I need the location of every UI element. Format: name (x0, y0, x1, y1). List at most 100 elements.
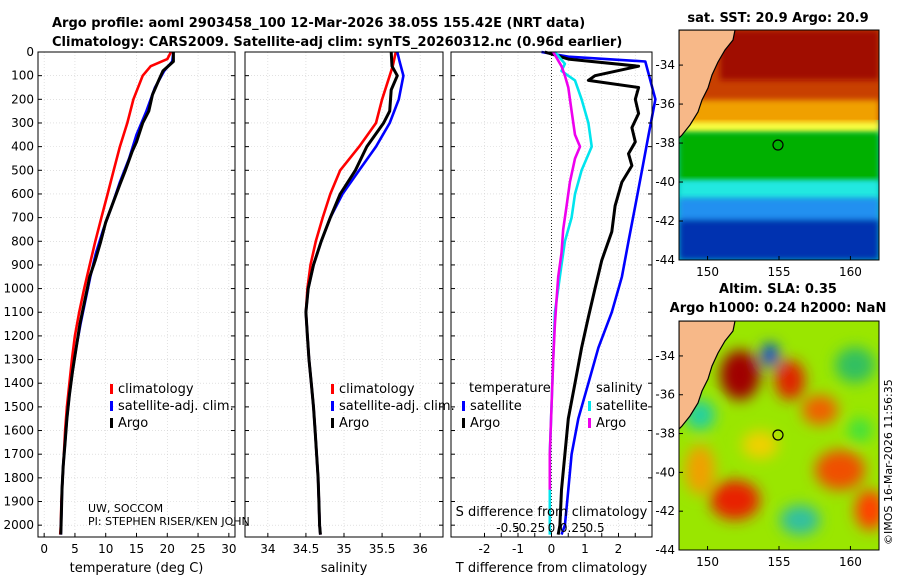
legend-swatch (462, 418, 465, 428)
map-x-tick-label: 155 (768, 265, 791, 279)
x-tick-label: -1 (512, 542, 524, 556)
map-y-tick-label: -36 (655, 388, 675, 402)
map-y-tick-label: -42 (655, 504, 675, 518)
figure-title-line2: Climatology: CARS2009. Satellite-adj cli… (52, 35, 622, 50)
x-tick-label: 34.5 (293, 542, 320, 556)
y-tick-label: 900 (11, 258, 34, 272)
salinity-panel: 34 34.5 35 35.5 36 salinity climatology satelli… (244, 51, 455, 576)
s-tick-label: 0 (548, 521, 556, 535)
x-tick-label: -2 (479, 542, 491, 556)
map-y-tick-label: -40 (655, 465, 675, 479)
x-tick-label: 10 (98, 542, 113, 556)
x-tick-label: 1 (581, 542, 589, 556)
x-tick-label: 36 (413, 542, 428, 556)
sst-map-title: sat. SST: 20.9 Argo: 20.9 (687, 11, 868, 26)
y-tick-label: 1500 (3, 400, 34, 414)
temperature-panel: 0 5 10 15 20 25 300100200300400500600700800900… (3, 45, 249, 576)
y-tick-label: 700 (11, 211, 34, 225)
map-y-tick-label: -44 (655, 253, 675, 267)
map-y-tick-label: -42 (655, 214, 675, 228)
x-tick-label: 0 (548, 542, 556, 556)
series-line-argo (59, 52, 175, 535)
y-tick-label: 200 (11, 92, 34, 106)
legend-heading: temperature (469, 381, 551, 396)
y-tick-label: 0 (26, 45, 34, 59)
y-tick-label: 800 (11, 234, 34, 248)
y-tick-label: 100 (11, 69, 34, 83)
map-y-tick-label: -36 (655, 97, 675, 111)
x-tick-label: 34 (260, 542, 275, 556)
figure-title-line1: Argo profile: aoml 2903458_100 12-Mar-20… (52, 16, 585, 31)
map-y-tick-label: -34 (655, 349, 675, 363)
legend-label: climatology (339, 382, 415, 397)
map-x-tick-label: 150 (696, 265, 719, 279)
map-y-tick-label: -38 (655, 136, 675, 150)
y-tick-label: 500 (11, 163, 34, 177)
x-tick-label: 30 (221, 542, 236, 556)
map-y-tick-label: -44 (655, 543, 675, 557)
y-tick-label: 300 (11, 116, 34, 130)
legend-heading: salinity (596, 381, 643, 396)
s-axis-label: S difference from climatology (456, 505, 648, 520)
legend-label: satellite (470, 399, 522, 414)
y-tick-label: 1600 (3, 424, 34, 438)
legend-label: Argo (596, 416, 626, 431)
x-axis-label: temperature (deg C) (70, 561, 204, 576)
sst-map: sat. SST: 20.9 Argo: 20.9 150 155 160 -34 -3… (655, 11, 880, 279)
x-tick-label: 2 (615, 542, 623, 556)
y-tick-label: 1100 (3, 305, 34, 319)
y-tick-label: 600 (11, 187, 34, 201)
map-x-tick-label: 160 (839, 265, 862, 279)
map-y-tick-label: -40 (655, 175, 675, 189)
map-x-tick-label: 155 (768, 555, 791, 569)
x-axis-label: T difference from climatology (455, 561, 648, 576)
sla-map-title-line1: Altim. SLA: 0.35 (719, 282, 837, 297)
institution-line1: UW, SOCCOM (88, 502, 163, 515)
map-x-tick-label: 160 (839, 555, 862, 569)
legend-swatch (110, 418, 113, 428)
legend-swatch (462, 401, 465, 411)
legend-label: Argo (339, 416, 369, 431)
legend-label: Argo (470, 416, 500, 431)
y-tick-label: 1700 (3, 447, 34, 461)
x-tick-label: 5 (71, 542, 79, 556)
y-tick-label: 400 (11, 140, 34, 154)
x-tick-label: 35.5 (369, 542, 396, 556)
series-line-temperature-argo (544, 50, 641, 535)
x-tick-label: 25 (190, 542, 205, 556)
series-line-climatology (58, 51, 173, 535)
x-tick-label: 15 (129, 542, 144, 556)
y-tick-label: 1800 (3, 471, 34, 485)
y-tick-label: 2000 (3, 518, 34, 532)
series-line-satellite-adj-clim- (59, 51, 175, 535)
map-x-tick-label: 150 (696, 555, 719, 569)
series-line-salinity-argo (548, 51, 582, 490)
series-line-argo (304, 51, 399, 535)
x-tick-label: 0 (40, 542, 48, 556)
y-tick-label: 1200 (3, 329, 34, 343)
sla-map-title-line2: Argo h1000: 0.24 h2000: NaN (670, 301, 887, 316)
y-tick-label: 1400 (3, 376, 34, 390)
legend-swatch (110, 401, 113, 411)
y-tick-label: 1900 (3, 495, 34, 509)
x-axis-label: salinity (321, 561, 368, 576)
s-tick-label: -0.25 (514, 521, 545, 535)
s-tick-label: -0.5 (496, 521, 519, 535)
institution-line2: PI: STEPHEN RISER/KEN JOHN (88, 515, 250, 528)
legend-label: climatology (118, 382, 194, 397)
map-y-tick-label: -38 (655, 427, 675, 441)
series-line-satellite-adj-clim- (304, 51, 405, 535)
legend-label: satellite (596, 399, 648, 414)
s-tick-label: 0.25 (560, 521, 587, 535)
sla-map: Altim. SLA: 0.35 Argo h1000: 0.24 h2000:… (655, 282, 886, 569)
legend-swatch (331, 401, 334, 411)
x-tick-label: 20 (160, 542, 175, 556)
y-tick-label: 1000 (3, 282, 34, 296)
legend-label: Argo (118, 416, 148, 431)
legend-label: satellite-adj. clim. (339, 399, 455, 414)
legend-label: satellite-adj. clim. (118, 399, 234, 414)
sla-argo-location-marker (772, 429, 784, 441)
s-tick-label: 0.5 (586, 521, 605, 535)
x-tick-label: 35 (336, 542, 351, 556)
